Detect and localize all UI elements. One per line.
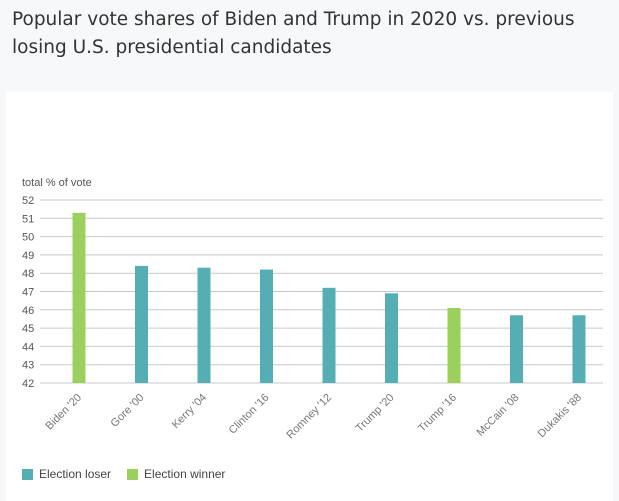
x-tick-label: Trump '20 — [354, 392, 397, 435]
x-tick-label: McCain '08 — [474, 392, 521, 439]
bar[interactable] — [447, 307, 461, 383]
legend: Election loser Election winner — [22, 467, 225, 481]
legend-swatch-loser — [22, 468, 33, 480]
bar[interactable] — [510, 315, 523, 383]
y-tick-label: 45 — [22, 323, 34, 335]
x-tick-label: Dukakis '88 — [536, 392, 584, 440]
y-tick-label: 50 — [22, 232, 34, 244]
y-tick-label: 51 — [22, 213, 34, 225]
bar[interactable] — [572, 315, 586, 383]
legend-item-loser[interactable]: Election loser — [22, 467, 111, 481]
x-tick-label: Trump '16 — [416, 392, 459, 435]
y-tick-label: 48 — [22, 268, 34, 280]
x-tick-label: Biden '20 — [43, 392, 84, 433]
legend-item-winner[interactable]: Election winner — [127, 467, 225, 481]
y-tick-label: 42 — [22, 378, 34, 390]
y-axis-label: total % of vote — [22, 177, 92, 189]
x-tick-label: Romney '12 — [284, 392, 334, 442]
bar[interactable] — [260, 269, 273, 383]
chart-title: Popular vote shares of Biden and Trump i… — [12, 9, 575, 58]
y-tick-label: 47 — [22, 287, 34, 299]
y-tick-label: 46 — [22, 305, 34, 317]
legend-label-winner: Election winner — [144, 467, 226, 481]
y-tick-label: 52 — [22, 195, 34, 207]
y-tick-label: 44 — [22, 341, 34, 353]
bar[interactable] — [385, 293, 398, 383]
x-tick-label: Clinton '16 — [227, 392, 272, 437]
legend-label-loser: Election loser — [39, 467, 112, 481]
x-tick-label: Gore '00 — [109, 392, 147, 430]
chart-panel — [6, 92, 613, 501]
bar[interactable] — [322, 287, 336, 383]
bar[interactable] — [72, 212, 86, 383]
bar[interactable] — [197, 267, 211, 383]
bar[interactable] — [135, 265, 148, 383]
x-tick-label: Kerry '04 — [170, 392, 209, 431]
legend-swatch-winner — [127, 468, 139, 480]
y-tick-label: 49 — [22, 250, 34, 262]
y-tick-label: 43 — [22, 360, 34, 372]
